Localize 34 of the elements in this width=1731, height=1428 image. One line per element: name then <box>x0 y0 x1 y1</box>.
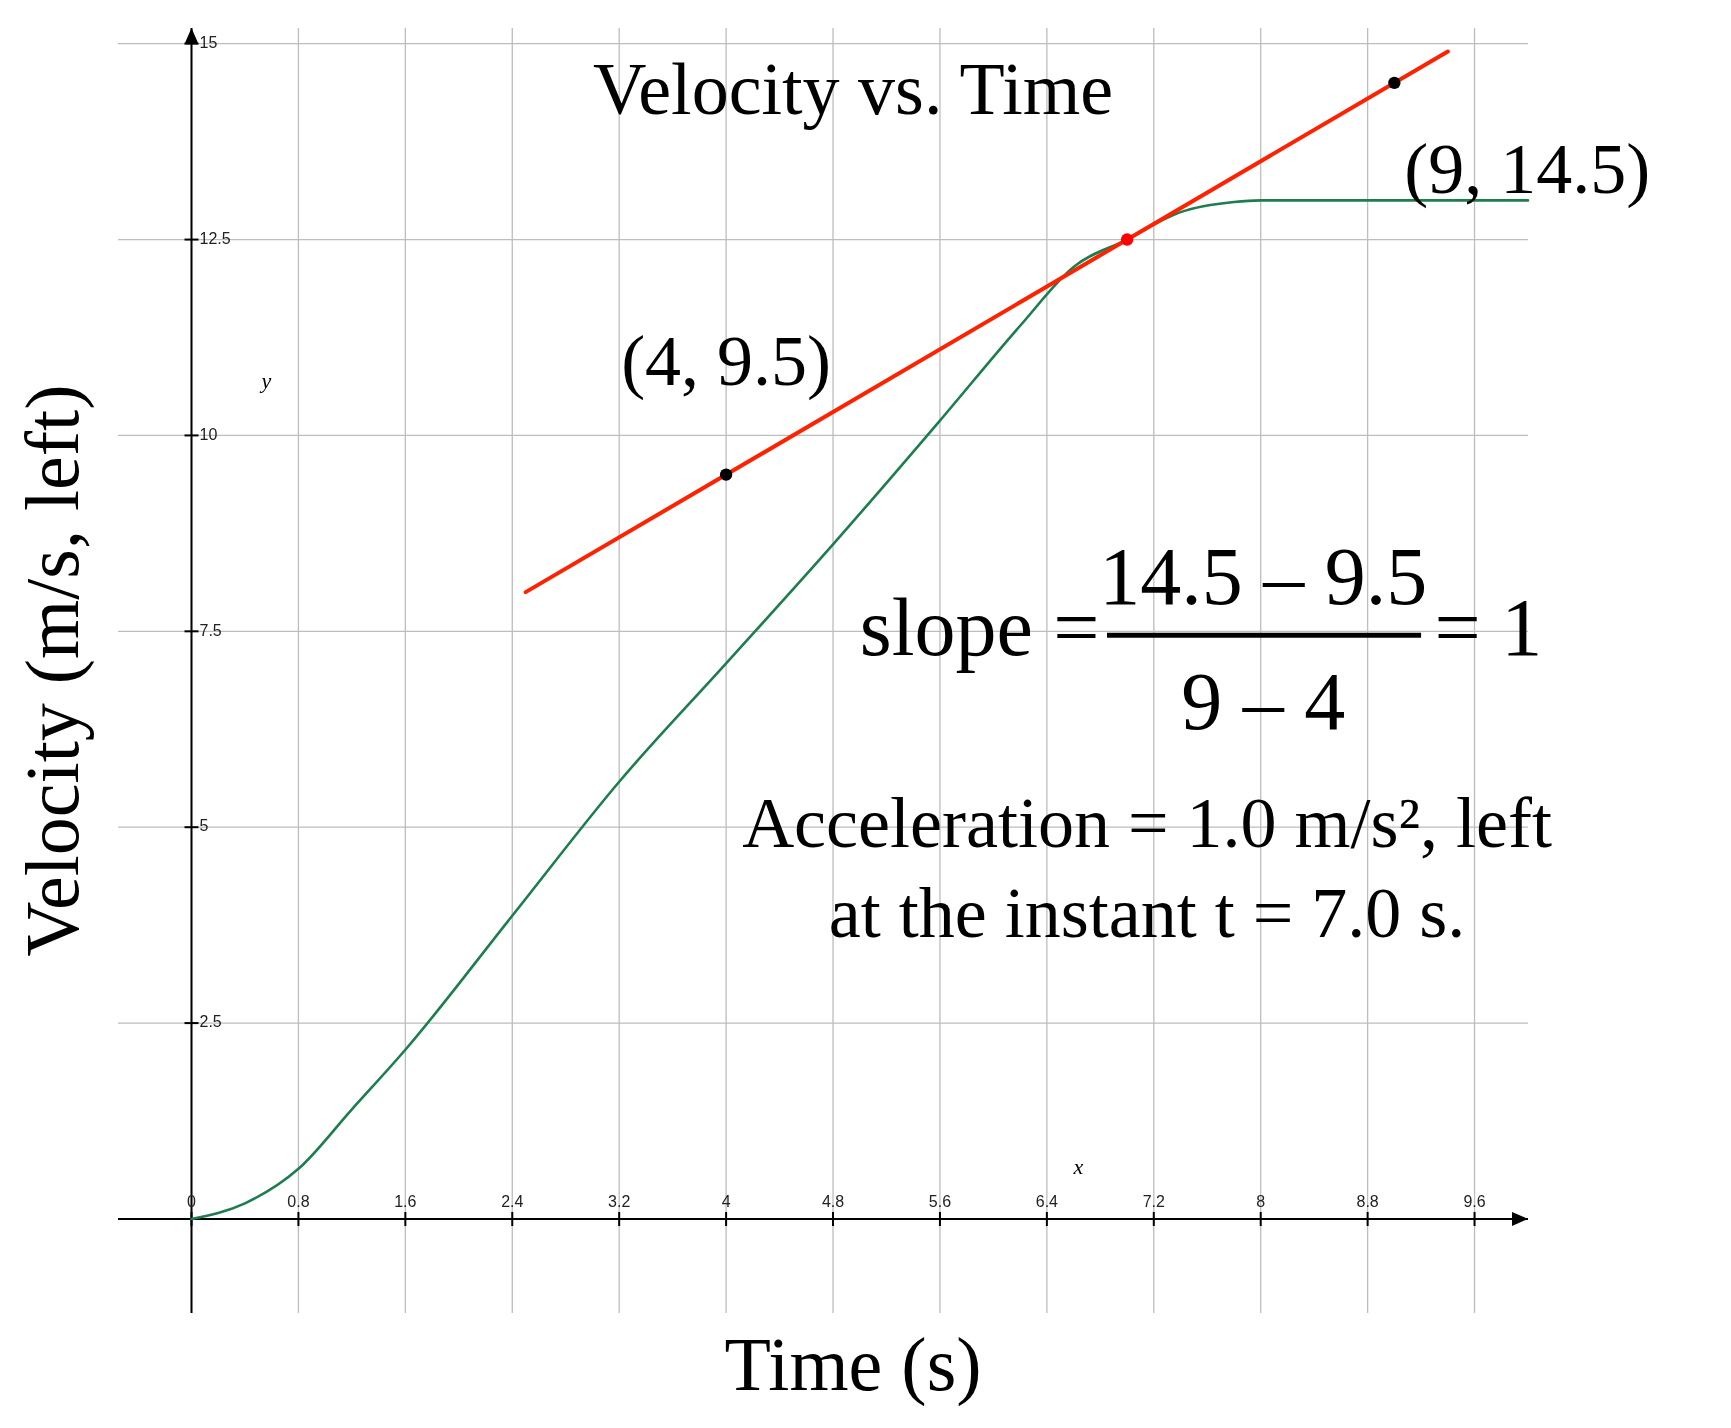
x-tick-label: 4.8 <box>821 1192 845 1210</box>
y-tick-label: 2.5 <box>199 1013 222 1031</box>
point <box>719 468 733 481</box>
annotation: at the instant t = 7.0 s. <box>828 872 1466 953</box>
x-tick-label: 5.6 <box>928 1192 952 1210</box>
x-tick-label: 8 <box>1256 1192 1266 1210</box>
x-tick-label: 9.6 <box>1463 1192 1486 1210</box>
annotation: 9 – 4 <box>1181 656 1346 748</box>
x-tick-label: 4 <box>721 1192 731 1210</box>
x-tick-label: 8.8 <box>1356 1192 1379 1210</box>
y-axis-title: Velocity (m/s, left) <box>10 384 95 957</box>
y-tick-label: 7.5 <box>199 621 222 639</box>
x-tick-label: 1.6 <box>394 1192 417 1210</box>
chart-title: Velocity vs. Time <box>593 48 1114 131</box>
y-tick-label: 15 <box>199 33 218 51</box>
x-tick-label: 3.2 <box>608 1192 631 1210</box>
annotation: (9, 14.5) <box>1404 128 1651 209</box>
point <box>1120 233 1134 246</box>
annotation: slope = <box>859 581 1100 673</box>
x-tick-label: 0.8 <box>287 1192 310 1210</box>
x-axis-title: Time (s) <box>724 1322 982 1407</box>
annotation: = 1 <box>1434 581 1543 673</box>
point <box>1388 76 1401 90</box>
y-tick-label: 10 <box>199 425 218 443</box>
x-tick-label: 2.4 <box>501 1192 524 1210</box>
annotation: Acceleration = 1.0 m/s², left <box>742 782 1553 863</box>
y-tick-label: 12.5 <box>199 229 231 247</box>
x-tick-label: 7.2 <box>1142 1192 1165 1210</box>
annotation: (4, 9.5) <box>621 320 832 401</box>
y-tick-label: 5 <box>199 817 209 835</box>
annotation: y <box>259 368 272 394</box>
annotation: 14.5 – 9.5 <box>1099 530 1428 622</box>
x-tick-label: 6.4 <box>1035 1192 1059 1210</box>
annotation: x <box>1072 1153 1084 1179</box>
